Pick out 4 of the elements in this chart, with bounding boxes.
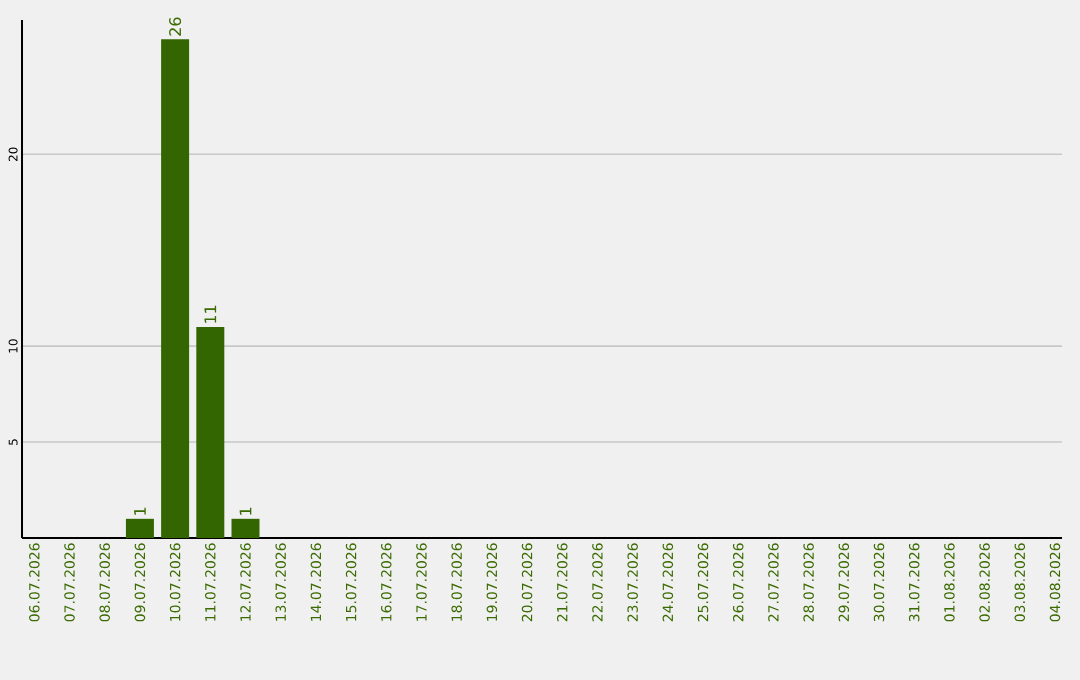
bar: [161, 39, 190, 538]
bar: [231, 518, 260, 538]
bar: [196, 326, 225, 538]
bar: [125, 518, 154, 538]
